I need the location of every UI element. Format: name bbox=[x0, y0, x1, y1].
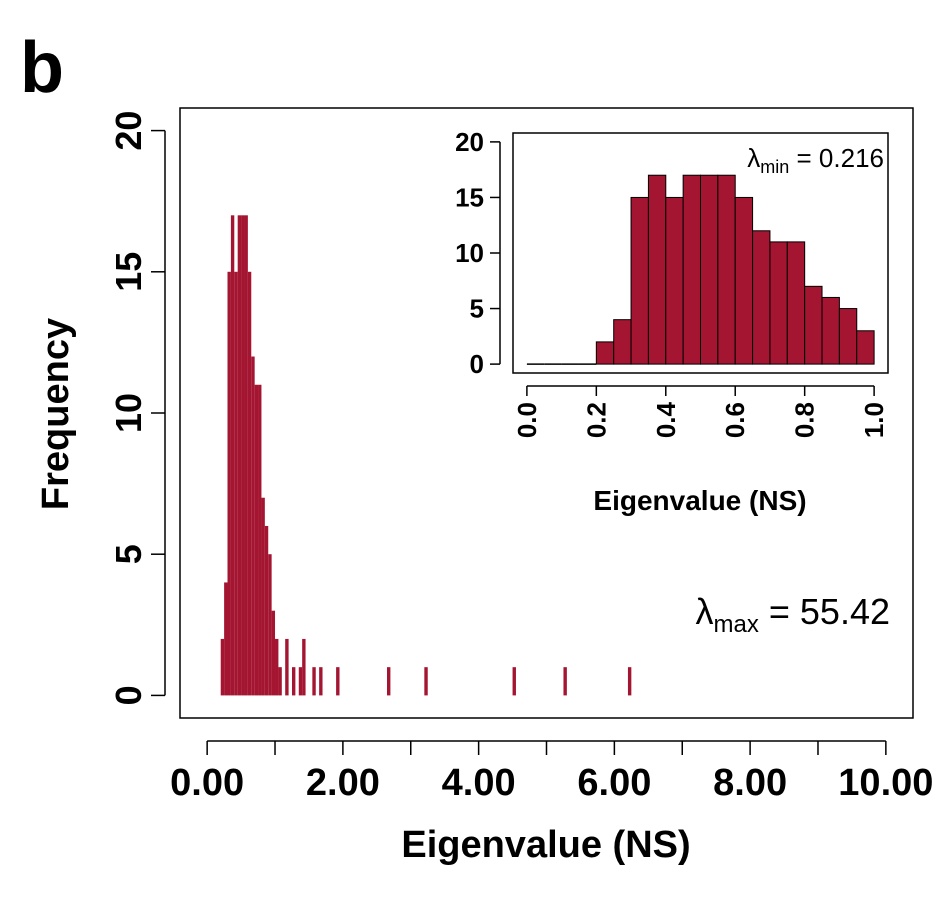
main-bar bbox=[220, 638, 225, 696]
main-bar bbox=[258, 384, 262, 696]
inset-bar bbox=[630, 196, 649, 365]
main-bar bbox=[251, 356, 255, 696]
main-bar bbox=[424, 667, 428, 696]
main-bar bbox=[285, 638, 289, 696]
main-bar bbox=[268, 554, 272, 696]
inset-bar bbox=[647, 174, 667, 365]
main-y-axis: 0 5 10 15 20 bbox=[108, 111, 166, 705]
inset-x-axis: 0.0 0.2 0.4 0.6 0.8 1.0 bbox=[512, 385, 889, 438]
inset-bar bbox=[804, 285, 823, 365]
inset-histogram: 0.0 0.2 0.4 0.6 0.8 1.0 0 5 10 15 20 Eigenvalue (… bbox=[455, 127, 889, 516]
main-bar bbox=[230, 215, 235, 696]
inset-x-tick-label: 0.8 bbox=[790, 402, 820, 438]
main-y-axis-title: Frequency bbox=[35, 318, 77, 510]
inset-x-tick-label: 1.0 bbox=[859, 402, 889, 438]
inset-bar bbox=[595, 341, 615, 365]
inset-y-tick-label: 0 bbox=[470, 349, 484, 379]
inset-bar bbox=[856, 330, 875, 365]
main-bar bbox=[291, 667, 296, 696]
main-bar bbox=[627, 667, 632, 696]
main-bar bbox=[278, 667, 282, 696]
main-bar bbox=[227, 271, 231, 696]
inset-x-axis-title: Eigenvalue (NS) bbox=[593, 485, 806, 516]
main-bar bbox=[312, 667, 316, 696]
inset-bar bbox=[665, 196, 684, 365]
main-x-tick-label: 2.00 bbox=[306, 762, 380, 804]
inset-bar bbox=[700, 174, 719, 365]
lambda-max-value: = 55.42 bbox=[759, 591, 890, 632]
main-bar bbox=[224, 582, 228, 696]
inset-y-axis: 0 5 10 15 20 bbox=[455, 127, 501, 379]
inset-bars bbox=[526, 174, 875, 365]
inset-bar bbox=[838, 308, 858, 365]
inset-x-tick-label: 0.2 bbox=[581, 402, 611, 438]
main-x-tick-label: 0.00 bbox=[170, 762, 244, 804]
lambda-max-subscript: max bbox=[714, 611, 759, 638]
main-bar bbox=[387, 667, 391, 696]
inset-bar bbox=[821, 296, 840, 365]
main-x-tick-label: 4.00 bbox=[442, 762, 516, 804]
inset-y-tick-label: 5 bbox=[470, 294, 484, 324]
main-bars bbox=[220, 215, 632, 696]
main-bar bbox=[336, 667, 340, 696]
lambda-min-symbol: λ bbox=[747, 143, 760, 173]
main-bar bbox=[261, 497, 265, 696]
inset-plot-frame bbox=[512, 132, 889, 374]
main-bar bbox=[271, 610, 276, 696]
inset-x-tick-label: 0.4 bbox=[651, 401, 681, 438]
main-x-axis: 0.00 2.00 4.00 6.00 8.00 10.00 bbox=[170, 740, 933, 804]
main-bar bbox=[512, 667, 516, 696]
main-plot-frame bbox=[179, 107, 914, 719]
main-bar bbox=[234, 271, 238, 696]
main-bar bbox=[247, 271, 252, 696]
inset-y-tick-label: 10 bbox=[455, 238, 484, 268]
lambda-min-value: = 0.216 bbox=[789, 143, 884, 173]
main-y-tick-label: 5 bbox=[108, 544, 149, 564]
inset-bar bbox=[786, 241, 806, 365]
main-bar bbox=[298, 667, 303, 696]
lambda-min-annotation: λmin = 0.216 bbox=[747, 143, 884, 177]
panel-label: b bbox=[20, 28, 64, 108]
main-y-tick-label: 15 bbox=[108, 252, 149, 292]
main-x-tick-label: 10.00 bbox=[838, 762, 933, 804]
main-bar bbox=[563, 667, 567, 696]
inset-bar bbox=[613, 319, 632, 365]
main-y-tick-label: 20 bbox=[108, 111, 149, 151]
main-y-tick-label: 10 bbox=[108, 393, 149, 433]
lambda-min-subscript: min bbox=[760, 157, 789, 177]
main-y-tick-label: 0 bbox=[108, 685, 149, 705]
main-bar bbox=[244, 215, 248, 696]
inset-y-tick-label: 20 bbox=[455, 127, 484, 157]
main-bar bbox=[264, 525, 269, 696]
lambda-max-symbol: λ bbox=[696, 591, 714, 632]
main-bar bbox=[254, 384, 259, 696]
main-bar bbox=[319, 667, 323, 696]
main-bar bbox=[275, 638, 279, 696]
main-x-tick-label: 8.00 bbox=[713, 762, 787, 804]
inset-bar bbox=[717, 174, 736, 365]
inset-x-tick-label: 0.0 bbox=[512, 402, 542, 438]
main-x-axis-title: Eigenvalue (NS) bbox=[401, 824, 690, 866]
inset-y-tick-label: 15 bbox=[455, 182, 484, 212]
main-x-tick-label: 6.00 bbox=[577, 762, 651, 804]
main-bar bbox=[241, 215, 245, 696]
inset-x-tick-label: 0.6 bbox=[720, 402, 750, 438]
main-bar bbox=[237, 215, 242, 696]
inset-bar bbox=[682, 174, 702, 365]
inset-bar bbox=[734, 196, 754, 365]
inset-bar bbox=[769, 241, 788, 365]
lambda-max-annotation: λmax = 55.42 bbox=[696, 591, 890, 638]
inset-bar bbox=[752, 230, 771, 365]
main-bar bbox=[302, 638, 306, 696]
